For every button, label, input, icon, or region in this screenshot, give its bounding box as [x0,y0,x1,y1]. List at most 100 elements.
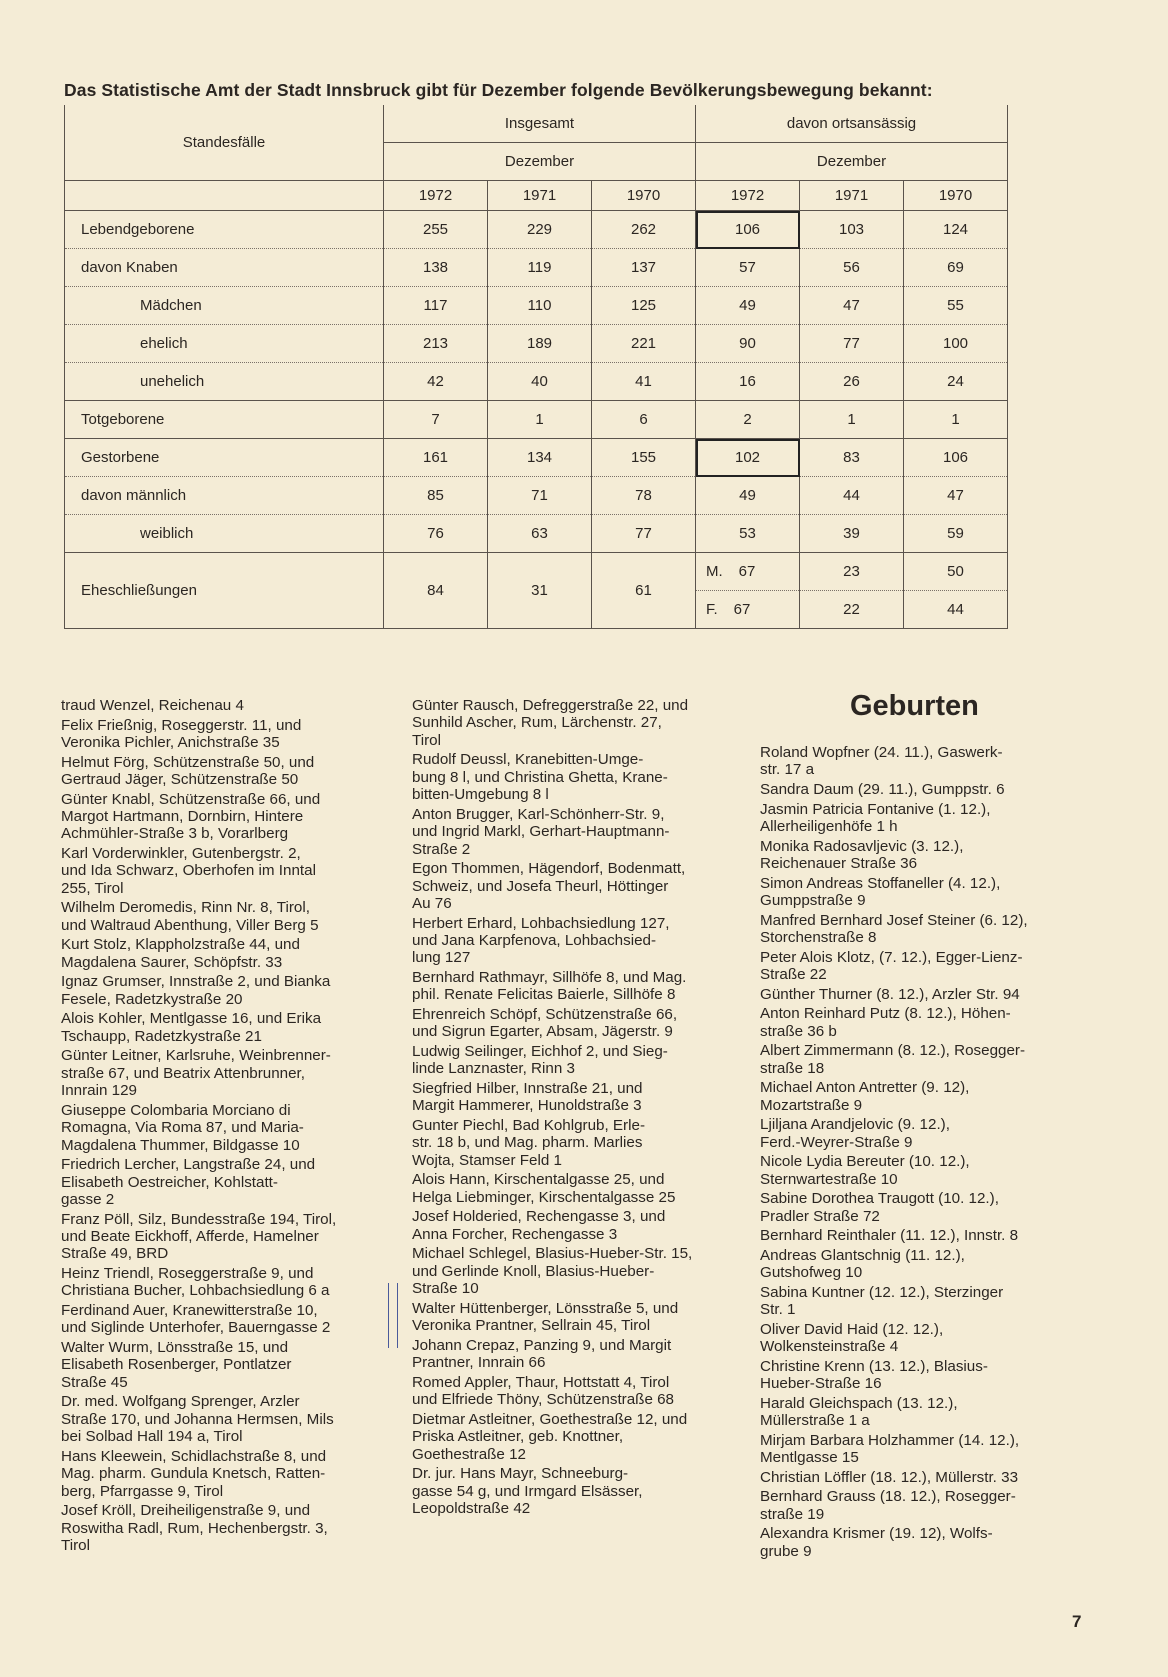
marriages-column-1: traud Wenzel, Reichenau 4 Felix Frießnig,… [61,697,381,1557]
year-header: 1970 [903,180,1008,211]
marriage-entry: Josef Holderied, Rechengasse 3, und Anna… [412,1208,666,1243]
table-row: Lebendgeborene 255 229 262 106 103 124 [64,210,1008,249]
year-header: 1970 [591,180,696,211]
marriage-entry: Helmut Förg, Schützenstraße 50, und Gert… [61,753,315,788]
marriage-entry: Egon Thommen, Hägendorf, Bodenmatt, Schw… [412,860,686,913]
value-cell: 76 [383,514,488,553]
value-cell: 106 [903,438,1008,477]
value-cell: 1 [799,400,904,439]
birth-entry: Günther Thurner (8. 12.), Arzler Str. 94 [760,985,1020,1003]
marriage-entry: Dr. med. Wolfgang Sprenger, Arzler Straß… [61,1393,334,1446]
value-cell: 56 [799,248,904,287]
value-cell: 50 [903,552,1008,591]
value-cell: 22 [799,590,904,629]
birth-entry: Jasmin Patricia Fontanive (1. 12.), Alle… [760,800,991,835]
pen-mark [388,1283,398,1348]
value-cell: 102 [695,438,800,477]
marriage-entry: Bernhard Rathmayr, Sillhöfe 8, und Mag. … [412,969,687,1004]
marriage-entry: Günter Leitner, Karlsruhe, Weinbrenner- … [61,1047,331,1100]
value-cell: 137 [591,248,696,287]
marriage-entry: Herbert Erhard, Lohbachsiedlung 127, und… [412,914,670,967]
birth-entry: Anton Reinhard Putz (8. 12.), Höhen- str… [760,1005,1011,1040]
births-heading: Geburten [850,690,979,722]
table-row: Eheschließungen 84 31 61 M. 67 23 50 [64,552,1008,629]
year-header: 1972 [695,180,800,211]
birth-entry: Simon Andreas Stoffaneller (4. 12.), Gum… [760,874,1001,909]
marriage-entry: Gunter Piechl, Bad Kohlgrub, Erle- str. … [412,1117,645,1169]
value-cell: 44 [799,476,904,515]
value-cell: 77 [591,514,696,553]
table-row: unehelich 42 40 41 16 26 24 [64,362,1008,401]
row-label: ehelich [64,324,384,363]
marriage-entry: Friedrich Lercher, Langstraße 24, und El… [61,1156,316,1209]
value-cell: 1 [903,400,1008,439]
value-cell: 262 [591,210,696,249]
value-cell: 103 [799,210,904,249]
value-cell: 84 [383,552,488,629]
marriage-entry: Ludwig Seilinger, Eichhof 2, und Sieg- l… [412,1043,668,1078]
marriage-entry: Ferdinand Auer, Kranewitterstraße 10, un… [61,1302,331,1337]
value-cell: F. 67 [695,590,800,629]
birth-entry: Sabine Dorothea Traugott (10. 12.), Prad… [760,1190,999,1225]
marriage-entry: Walter Wurm, Lönsstraße 15, und Elisabet… [61,1339,292,1391]
value-cell: 42 [383,362,488,401]
value-cell: 138 [383,248,488,287]
birth-entry: Nicole Lydia Bereuter (10. 12.), Sternwa… [760,1153,970,1188]
marriage-entry: Michael Schlegel, Blasius-Hueber-Str. 15… [412,1245,693,1298]
table-row: F. 67 22 44 [65,590,1008,629]
marriage-entry: traud Wenzel, Reichenau 4 [61,697,244,714]
birth-entry: Harald Gleichspach (13. 12.), Müllerstra… [760,1394,958,1430]
birth-entry: Alexandra Krismer (19. 12), Wolfs- grube… [760,1525,993,1560]
value-cell: 55 [903,286,1008,325]
marriage-entry: Wilhelm Deromedis, Rinn Nr. 8, Tirol, un… [61,899,319,934]
row-label-text: unehelich [140,373,205,390]
table-row: Totgeborene 7 1 6 2 1 1 [64,400,1008,439]
group-header: davon ortsansässig [695,105,1008,143]
row-label-text: ehelich [140,335,188,352]
marriage-entry: Franz Pöll, Silz, Bundesstraße 194, Tiro… [61,1210,337,1263]
value-cell: 1 [487,400,592,439]
marriage-entry: Ignaz Grumser, Innstraße 2, und Bianka F… [61,973,331,1008]
row-label: davon Knaben [64,248,384,287]
value-cell: 41 [591,362,696,401]
table-row: Gestorbene 161 134 155 102 83 106 [64,438,1008,477]
sex-prefix: M. [706,563,723,580]
marriage-entry: Josef Kröll, Dreiheiligenstraße 9, und R… [61,1502,328,1555]
group-header: Insgesamt [383,105,696,143]
row-label-text: Mädchen [140,297,202,314]
value-cell: 189 [487,324,592,363]
row-label: unehelich [64,362,384,401]
row-label: Eheschließungen [64,552,384,629]
value-cell: 49 [695,476,800,515]
row-label-text: Eheschließungen [81,582,197,599]
birth-entry: Sandra Daum (29. 11.), Gumppstr. 6 [760,781,1005,798]
value-cell: 44 [903,590,1008,629]
value-cell: 24 [903,362,1008,401]
row-label: Mädchen [64,286,384,325]
row-label-text: Gestorbene [81,449,160,466]
value-cell: 2 [695,400,800,439]
row-label: davon männlich [64,476,384,515]
table-row: davon männlich 85 71 78 49 44 47 [64,476,1008,515]
value-cell: 85 [383,476,488,515]
value-cell: 125 [591,286,696,325]
row-label-text: weiblich [140,525,194,542]
marriage-entry: Walter Hüttenberger, Lönsstraße 5, und V… [412,1299,679,1335]
marriage-entry: Alois Hann, Kirschentalgasse 25, und Hel… [412,1171,676,1206]
birth-entry: Andreas Glantschnig (11. 12.), Gutshofwe… [760,1246,965,1282]
row-label: Lebendgeborene [64,210,384,249]
birth-entry: Peter Alois Klotz, (7. 12.), Egger-Lienz… [760,948,1023,983]
value-cell: 213 [383,324,488,363]
value-cell: 39 [799,514,904,553]
births-column: Roland Wopfner (24. 11.), Gaswerk- str. … [760,744,1080,1562]
row-label: Gestorbene [64,438,384,477]
value-cell: M. 67 [695,552,800,591]
value-cell: 69 [903,248,1008,287]
table-row: ehelich 213 189 221 90 77 100 [64,324,1008,363]
value-cell: 155 [591,438,696,477]
marriages-column-2: Günter Rausch, Defreggerstraße 22, und S… [412,697,732,1520]
marriage-entry: Romed Appler, Thaur, Hottstatt 4, Tirol … [412,1373,674,1409]
value-cell: 40 [487,362,592,401]
birth-entry: Monika Radosavljevic (3. 12.), Reichenau… [760,837,964,872]
birth-entry: Michael Anton Antretter (9. 12), Mozarts… [760,1079,970,1114]
